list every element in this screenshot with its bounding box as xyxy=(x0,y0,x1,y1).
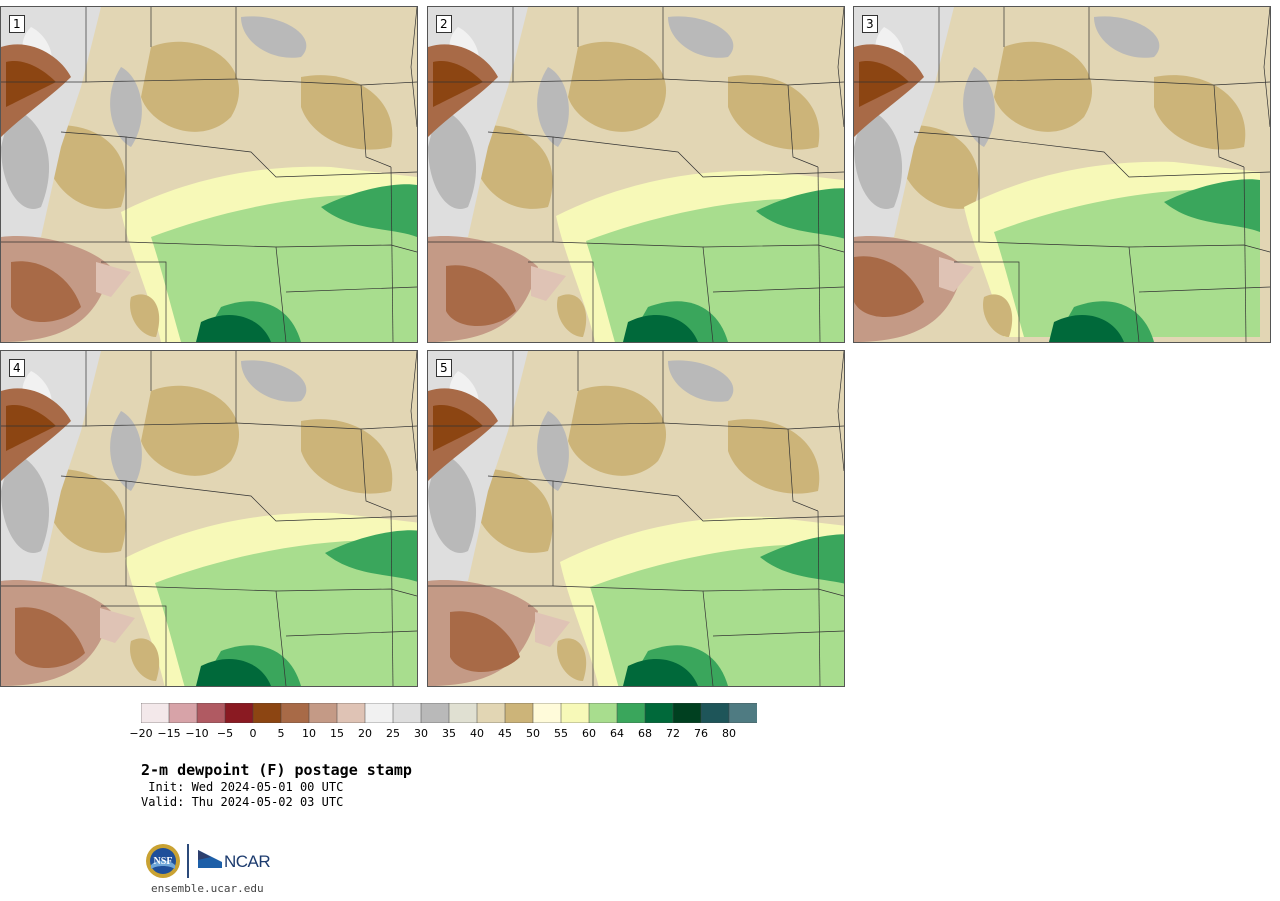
ensemble-member-panel-3: 3 xyxy=(853,6,1271,343)
ncar-logo-text: NCAR xyxy=(224,852,271,871)
colorbar-swatch xyxy=(224,703,254,723)
valid-time: Valid: Thu 2024-05-02 03 UTC xyxy=(141,795,344,809)
colorbar-swatch xyxy=(252,703,282,723)
dewpoint-field-map xyxy=(1,351,417,686)
colorbar-tick-label: 76 xyxy=(694,727,708,740)
colorbar-tick-label: 64 xyxy=(610,727,624,740)
ensemble-member-panel-2: 2 xyxy=(427,6,845,343)
colorbar-tick-label: 80 xyxy=(722,727,736,740)
colorbar-swatch xyxy=(364,703,394,723)
colorbar-swatch xyxy=(420,703,450,723)
colorbar-tick-label: 30 xyxy=(414,727,428,740)
dewpoint-field-map xyxy=(854,7,1270,342)
colorbar-tick-label: 10 xyxy=(302,727,316,740)
colorbar-tick-label: −5 xyxy=(216,727,234,740)
ensemble-member-panel-5: 5 xyxy=(427,350,845,687)
colorbar-tick-label: 55 xyxy=(554,727,568,740)
nsf-logo-text: NSF xyxy=(154,856,173,867)
member-number-label: 1 xyxy=(9,15,25,33)
colorbar-tick-label: 0 xyxy=(249,727,257,740)
colorbar-swatch xyxy=(672,703,702,723)
member-number-label: 2 xyxy=(436,15,452,33)
colorbar-swatch xyxy=(532,703,562,723)
dewpoint-field-map xyxy=(1,7,417,342)
colorbar-tick-labels: −20 −15 −10 −5 0 5 10 15 20 25 30 35 40 45 50 55 60 64 68 7… xyxy=(0,727,1280,741)
dewpoint-field-map xyxy=(428,351,844,686)
colorbar-tick-label: −15 xyxy=(157,727,181,740)
ensemble-member-panel-1: 1 xyxy=(0,6,418,343)
colorbar-swatch xyxy=(448,703,478,723)
ensemble-member-panel-4: 4 xyxy=(0,350,418,687)
colorbar-tick-label: 40 xyxy=(470,727,484,740)
colorbar-tick-label: 5 xyxy=(277,727,285,740)
colorbar-tick-label: 60 xyxy=(582,727,596,740)
colorbar-swatch xyxy=(560,703,590,723)
colorbar-tick-label: 35 xyxy=(442,727,456,740)
colorbar-swatch xyxy=(308,703,338,723)
colorbar-swatch xyxy=(588,703,618,723)
dewpoint-field-map xyxy=(428,7,844,342)
colorbar-tick-label: 72 xyxy=(666,727,680,740)
colorbar-tick-label: 68 xyxy=(638,727,652,740)
colorbar-tick-label: −20 xyxy=(129,727,153,740)
colorbar-swatch xyxy=(168,703,198,723)
colorbar-swatch xyxy=(336,703,366,723)
colorbar-tick-label: 15 xyxy=(330,727,344,740)
colorbar-tick-label: 45 xyxy=(498,727,512,740)
member-number-label: 4 xyxy=(9,359,25,377)
colorbar-tick-label: 50 xyxy=(526,727,540,740)
colorbar-swatch xyxy=(728,703,757,723)
init-time: Init: Wed 2024-05-01 00 UTC xyxy=(141,780,344,794)
colorbar-swatch xyxy=(141,703,170,723)
colorbar-tick-label: 25 xyxy=(386,727,400,740)
member-number-label: 5 xyxy=(436,359,452,377)
logo-divider xyxy=(187,844,189,878)
colorbar-swatch xyxy=(392,703,422,723)
product-title: 2-m dewpoint (F) postage stamp xyxy=(141,761,412,779)
dewpoint-colorbar xyxy=(141,703,757,723)
colorbar-swatch xyxy=(644,703,674,723)
nsf-logo-icon: NSF xyxy=(146,844,180,878)
colorbar-swatch xyxy=(476,703,506,723)
colorbar-swatch xyxy=(504,703,534,723)
site-url: ensemble.ucar.edu xyxy=(151,882,264,895)
colorbar-tick-label: −10 xyxy=(185,727,209,740)
ncar-logo-icon xyxy=(198,850,222,868)
colorbar-tick-label: 20 xyxy=(358,727,372,740)
member-number-label: 3 xyxy=(862,15,878,33)
colorbar-swatch xyxy=(196,703,226,723)
colorbar-swatch xyxy=(280,703,310,723)
colorbar-swatch xyxy=(700,703,730,723)
colorbar-swatch xyxy=(616,703,646,723)
